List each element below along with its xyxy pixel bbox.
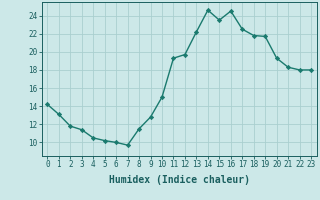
X-axis label: Humidex (Indice chaleur): Humidex (Indice chaleur) <box>109 175 250 185</box>
